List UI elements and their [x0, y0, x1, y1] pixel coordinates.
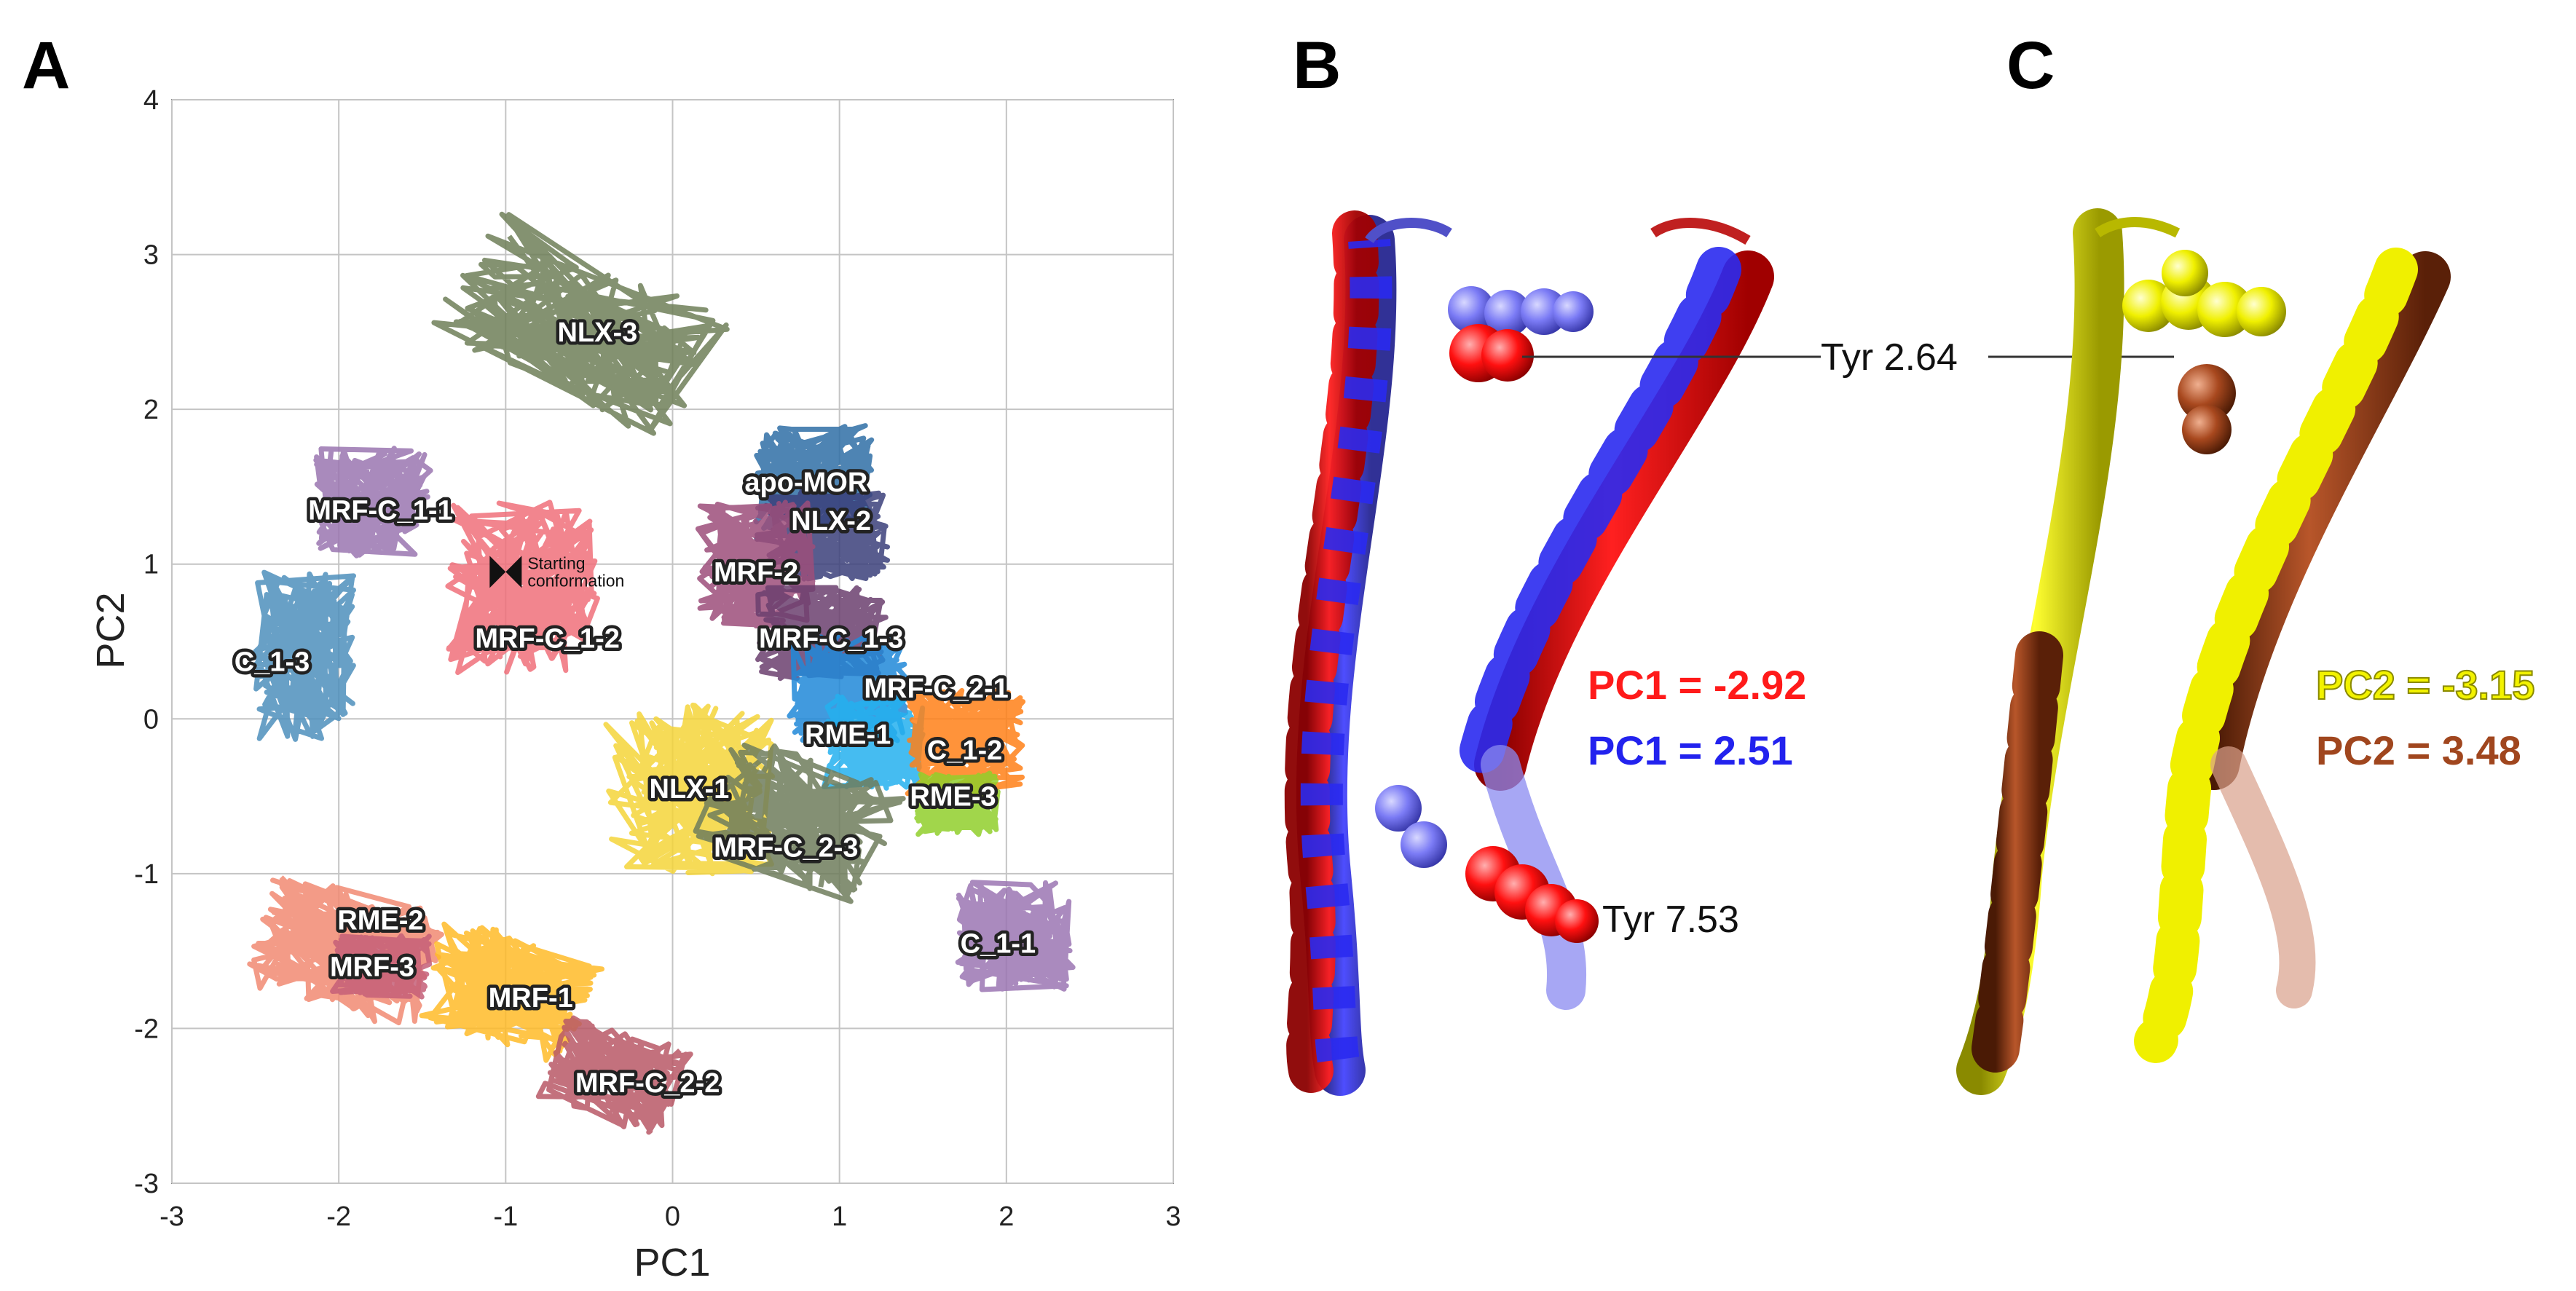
- x-axis-ticks: -3 -2 -1 0 1 2 3: [159, 1201, 1181, 1232]
- bowtie-icon: [489, 556, 522, 588]
- trajectory-apo-mor: [754, 423, 875, 532]
- trajectory-rme-2: [247, 875, 444, 1026]
- cluster-label: C_1-3: [235, 647, 310, 678]
- trajectory-c-1-1: [955, 880, 1076, 992]
- tyr264-blue-sphere-2: [1484, 290, 1531, 336]
- trajectory-mrf-c-1-1: [313, 446, 433, 558]
- trajectory-mrf-3: [329, 933, 433, 1000]
- pc2-yellow-value: PC2 = -3.15: [2316, 662, 2534, 708]
- trajectory-mrf-c-2-2: [535, 1015, 693, 1135]
- tyr264-brown-sphere-2: [2182, 405, 2232, 454]
- cluster-label: C_1-2: [927, 735, 1003, 766]
- helix-blue-left-stripes: [1300, 238, 1393, 1075]
- y-tick-label: 4: [143, 85, 159, 116]
- pc1-blue-value: PC1 = 2.51: [1588, 727, 1793, 773]
- x-tick-label: 0: [665, 1201, 680, 1232]
- trajectory-mrf-1: [419, 921, 604, 1063]
- loop-top-2: [1650, 218, 1751, 245]
- x-tick-label: -1: [493, 1201, 518, 1232]
- panel-label-a: A: [22, 28, 71, 103]
- trajectory-c-1-3: [253, 569, 356, 742]
- panel-label-b: B: [1293, 28, 1342, 103]
- cluster-label: MRF-3: [330, 952, 414, 982]
- x-axis-title: PC1: [634, 1241, 710, 1284]
- tyr753-label: Tyr 7.53: [1602, 899, 1739, 941]
- cluster-label: NLX-1: [650, 774, 730, 805]
- tyr264-brown-sphere: [2178, 364, 2236, 422]
- start-label-line2: conformation: [527, 571, 624, 590]
- pca-chart: -3 -2 -1 0 1 2 3 -3 -2 -1 0 1 2 3 4 PC1 PC2 NLX-3 apo-…: [89, 85, 1181, 1284]
- cluster-label: MRF-C_1-2: [475, 624, 619, 655]
- y-tick-label: 1: [143, 550, 159, 580]
- x-tick-label: -2: [326, 1201, 351, 1232]
- x-tick-label: 1: [832, 1201, 847, 1232]
- helix-yellow-right: [2134, 248, 2418, 1063]
- helix-brown-lower: [2210, 746, 2316, 1008]
- x-tick-label: 2: [999, 1201, 1014, 1232]
- cluster-label: MRF-C_2-1: [864, 674, 1008, 704]
- tyr753-red-sphere-4: [1555, 899, 1599, 943]
- x-tick-label: -3: [159, 1201, 184, 1232]
- trajectory-rme-3: [912, 770, 1001, 837]
- y-tick-label: -2: [134, 1014, 159, 1044]
- cluster-label: MRF-2: [714, 557, 798, 588]
- cluster-label: apo-MOR: [744, 467, 867, 498]
- cluster-label: C_1-1: [961, 929, 1036, 960]
- starting-conformation-marker: Starting conformation: [489, 553, 624, 590]
- y-axis-title: PC2: [89, 592, 133, 668]
- cluster-label: MRF-1: [489, 983, 573, 1014]
- tyr264-blue-sphere-3: [1521, 288, 1567, 335]
- tyr264-yellow-sphere-3: [2197, 282, 2253, 337]
- tyr753-blue-sphere-2: [1401, 821, 1447, 868]
- y-axis-ticks: -3 -2 -1 0 1 2 3 4: [134, 85, 159, 1199]
- panel-c-structure: PC2 = -3.15 PC2 = 3.48: [1956, 208, 2535, 1095]
- cluster-label: MRF-C_1-1: [308, 495, 452, 526]
- y-tick-label: 3: [143, 240, 159, 271]
- y-tick-label: 0: [143, 704, 159, 735]
- tyr264-red-sphere-2: [1481, 329, 1534, 382]
- y-tick-label: 2: [143, 395, 159, 425]
- trajectory-clusters: [247, 211, 1076, 1135]
- helix-brown-right: [2189, 251, 2451, 790]
- cluster-label: MRF-C_2-3: [714, 833, 858, 864]
- tyr264-yellow-sphere: [2122, 280, 2175, 332]
- pc1-red-value: PC1 = -2.92: [1588, 662, 1806, 708]
- tyr753-blue-sphere: [1375, 785, 1422, 832]
- cluster-labels: NLX-3 apo-MOR NLX-2 MRF-2 MRF-C_1-1 MRF-C_1-2…: [231, 314, 1039, 1102]
- tyr264-yellow-sphere-4: [2237, 287, 2286, 336]
- trajectory-mrf-c-1-3: [755, 585, 889, 682]
- trajectory-rme-1: [822, 693, 926, 791]
- loop-top-c: [2095, 217, 2181, 238]
- panel-label-c: C: [2006, 28, 2055, 103]
- cluster-label: NLX-3: [557, 317, 637, 348]
- tyr264-blue-sphere-4: [1553, 291, 1594, 332]
- tyr264-yellow-sphere-5: [2162, 250, 2208, 296]
- panel-b-structure: Tyr 2.64 Tyr 7.53 PC1 = -2.92 PC1 = 2.51: [1284, 210, 2174, 1096]
- cluster-label: RME-2: [337, 906, 423, 936]
- trajectory-nlx-3: [431, 211, 730, 436]
- trajectory-c-1-2: [905, 687, 1026, 799]
- y-tick-label: -1: [134, 859, 159, 890]
- pc2-brown-value: PC2 = 3.48: [2316, 727, 2521, 773]
- cluster-label: MRF-C_1-3: [759, 624, 903, 655]
- helix-brown-left: [1972, 631, 2063, 1073]
- cluster-label: RME-3: [910, 782, 996, 813]
- trajectory-mrf-c-2-3: [693, 742, 906, 904]
- tyr264-blue-sphere: [1448, 286, 1494, 333]
- cluster-label: NLX-2: [791, 506, 871, 537]
- start-label-line1: Starting: [527, 553, 585, 572]
- x-tick-label: 3: [1165, 1201, 1181, 1232]
- cluster-label: RME-1: [805, 720, 891, 751]
- cluster-label: MRF-C_2-2: [575, 1068, 720, 1099]
- tyr264-label: Tyr 2.64: [1821, 336, 1958, 379]
- helix-blue-right: [1456, 247, 1741, 787]
- y-tick-label: -3: [134, 1169, 159, 1199]
- loop-top: [1365, 218, 1452, 244]
